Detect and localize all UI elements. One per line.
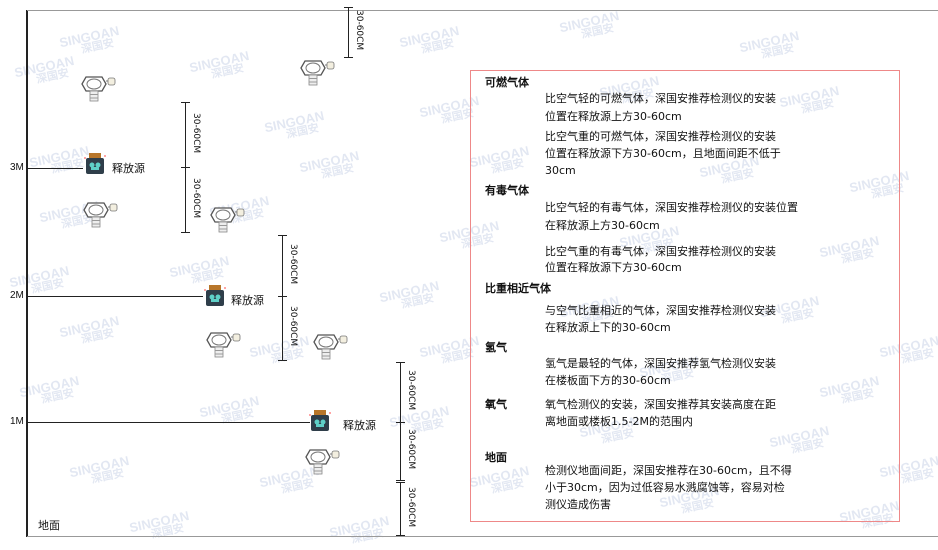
dimension-label: 30-60CM bbox=[288, 243, 298, 284]
section-text: 比空气重的可燃气体，深国安推荐检测仪的安装 bbox=[545, 130, 776, 143]
watermark: SINGOAN 深国安 bbox=[737, 27, 801, 61]
section-text: 在楼板面下方的30-60cm bbox=[545, 374, 671, 387]
section-text: 30cm bbox=[545, 164, 576, 177]
section-text: 小于30cm，因为过低容易水溅腐蚀等，容易对检 bbox=[545, 481, 785, 494]
section-text: 位置在释放源上方30-60cm bbox=[545, 110, 682, 123]
watermark: SINGOAN 深国安 bbox=[197, 392, 261, 426]
dimension-label: 30-60CM bbox=[406, 370, 416, 411]
section-text: 比空气重的有毒气体，深国安推荐检测仪的安装 bbox=[545, 245, 776, 258]
dimension-line bbox=[185, 167, 186, 232]
gas-detector-icon bbox=[203, 330, 245, 364]
level-1m-line bbox=[28, 422, 310, 423]
section-text: 比空气轻的有毒气体，深国安推荐检测仪的安装位置 bbox=[545, 201, 798, 214]
section-title: 氢气 bbox=[485, 341, 507, 354]
watermark: SINGOAN 深国安 bbox=[57, 312, 121, 346]
watermark: SINGOAN 深国安 bbox=[397, 22, 461, 56]
dimension-label: 30-60CM bbox=[406, 486, 416, 527]
gas-detector-icon bbox=[78, 74, 120, 108]
gas-detector-icon bbox=[80, 200, 122, 234]
watermark: SINGOAN 深国安 bbox=[327, 512, 391, 546]
section-title: 有毒气体 bbox=[485, 184, 529, 197]
section-text: 位置在释放源下方30-60cm，且地面间距不低于 bbox=[545, 147, 781, 160]
section-text: 位置在释放源下方30-60cm bbox=[545, 261, 682, 274]
dimension-tick bbox=[344, 57, 353, 58]
dimension-tick bbox=[278, 235, 287, 236]
level-3m: 3M bbox=[10, 162, 24, 173]
watermark: SINGOAN 深国安 bbox=[377, 277, 441, 311]
gas-detector-icon bbox=[302, 447, 344, 481]
dimension-tick bbox=[278, 296, 287, 297]
info-box bbox=[470, 70, 900, 522]
watermark: SINGOAN 深国安 bbox=[557, 7, 621, 41]
dimension-tick bbox=[344, 7, 353, 8]
gas-detector-icon bbox=[207, 205, 249, 239]
section-text: 在释放源上下的30-60cm bbox=[545, 321, 671, 334]
dimension-line bbox=[400, 362, 401, 422]
ground-label: 地面 bbox=[38, 520, 60, 532]
dimension-line bbox=[282, 235, 283, 296]
dimension-label: 30-60CM bbox=[191, 112, 201, 153]
watermark: SINGOAN 深国安 bbox=[127, 507, 191, 541]
watermark: SINGOAN 深国安 bbox=[262, 107, 326, 141]
dimension-tick bbox=[396, 482, 405, 483]
section-text: 氧气检测仪的安装，深国安推荐其安装高度在距 bbox=[545, 398, 776, 411]
dimension-label: 30-60CM bbox=[354, 10, 364, 51]
dimension-line bbox=[185, 102, 186, 167]
watermark: SINGOAN 深国安 bbox=[12, 52, 76, 86]
watermark: SINGOAN 深国安 bbox=[297, 147, 361, 181]
dimension-label: 30-60CM bbox=[406, 429, 416, 470]
dimension-tick bbox=[181, 232, 190, 233]
gas-detector-icon bbox=[310, 332, 352, 366]
section-text: 氢气是最轻的气体，深国安推荐氢气检测仪安装 bbox=[545, 357, 776, 370]
release-source-icon bbox=[307, 409, 333, 437]
floor-line bbox=[27, 536, 938, 537]
dimension-tick bbox=[396, 362, 405, 363]
section-text: 测仪造成伤害 bbox=[545, 498, 611, 511]
dimension-tick bbox=[181, 167, 190, 168]
section-text: 与空气比重相近的气体，深国安推荐检测仪安装 bbox=[545, 304, 776, 317]
dimension-line bbox=[282, 296, 283, 360]
dimension-tick bbox=[396, 480, 405, 481]
section-text: 比空气轻的可燃气体，深国安推荐检测仪的安装 bbox=[545, 92, 776, 105]
section-text: 离地面或楼板1.5-2M的范围内 bbox=[545, 415, 693, 428]
release-source-label: 释放源 bbox=[343, 419, 376, 432]
dimension-line bbox=[400, 482, 401, 535]
section-title: 比重相近气体 bbox=[485, 282, 551, 295]
dimension-tick bbox=[181, 102, 190, 103]
release-source-label: 释放源 bbox=[231, 294, 264, 307]
dimension-tick bbox=[396, 422, 405, 423]
wall-line bbox=[26, 10, 28, 537]
watermark: SINGOAN 深国安 bbox=[247, 332, 311, 366]
release-source-label: 释放源 bbox=[112, 162, 145, 175]
section-text: 在释放源上方30-60cm bbox=[545, 219, 660, 232]
section-text: 检测仪地面间距，深国安推荐在30-60cm，且不得 bbox=[545, 464, 792, 477]
dimension-line bbox=[348, 7, 349, 57]
section-title: 可燃气体 bbox=[485, 76, 529, 89]
dimension-line bbox=[400, 422, 401, 480]
gas-detector-icon bbox=[297, 58, 339, 92]
release-source-icon bbox=[202, 284, 228, 312]
ceiling-line bbox=[27, 10, 938, 11]
dimension-label: 30-60CM bbox=[288, 306, 298, 347]
level-3m-line bbox=[28, 168, 83, 169]
level-2m: 2M bbox=[10, 290, 24, 301]
section-title: 氧气 bbox=[485, 398, 507, 411]
watermark: SINGOAN 深国安 bbox=[187, 47, 251, 81]
watermark: SINGOAN 深国安 bbox=[67, 452, 131, 486]
section-title: 地面 bbox=[485, 451, 507, 464]
level-2m-line bbox=[28, 296, 203, 297]
release-source-icon bbox=[82, 152, 108, 180]
dimension-label: 30-60CM bbox=[191, 177, 201, 218]
level-1m: 1M bbox=[10, 416, 24, 427]
dimension-tick bbox=[396, 535, 405, 536]
dimension-tick bbox=[278, 360, 287, 361]
